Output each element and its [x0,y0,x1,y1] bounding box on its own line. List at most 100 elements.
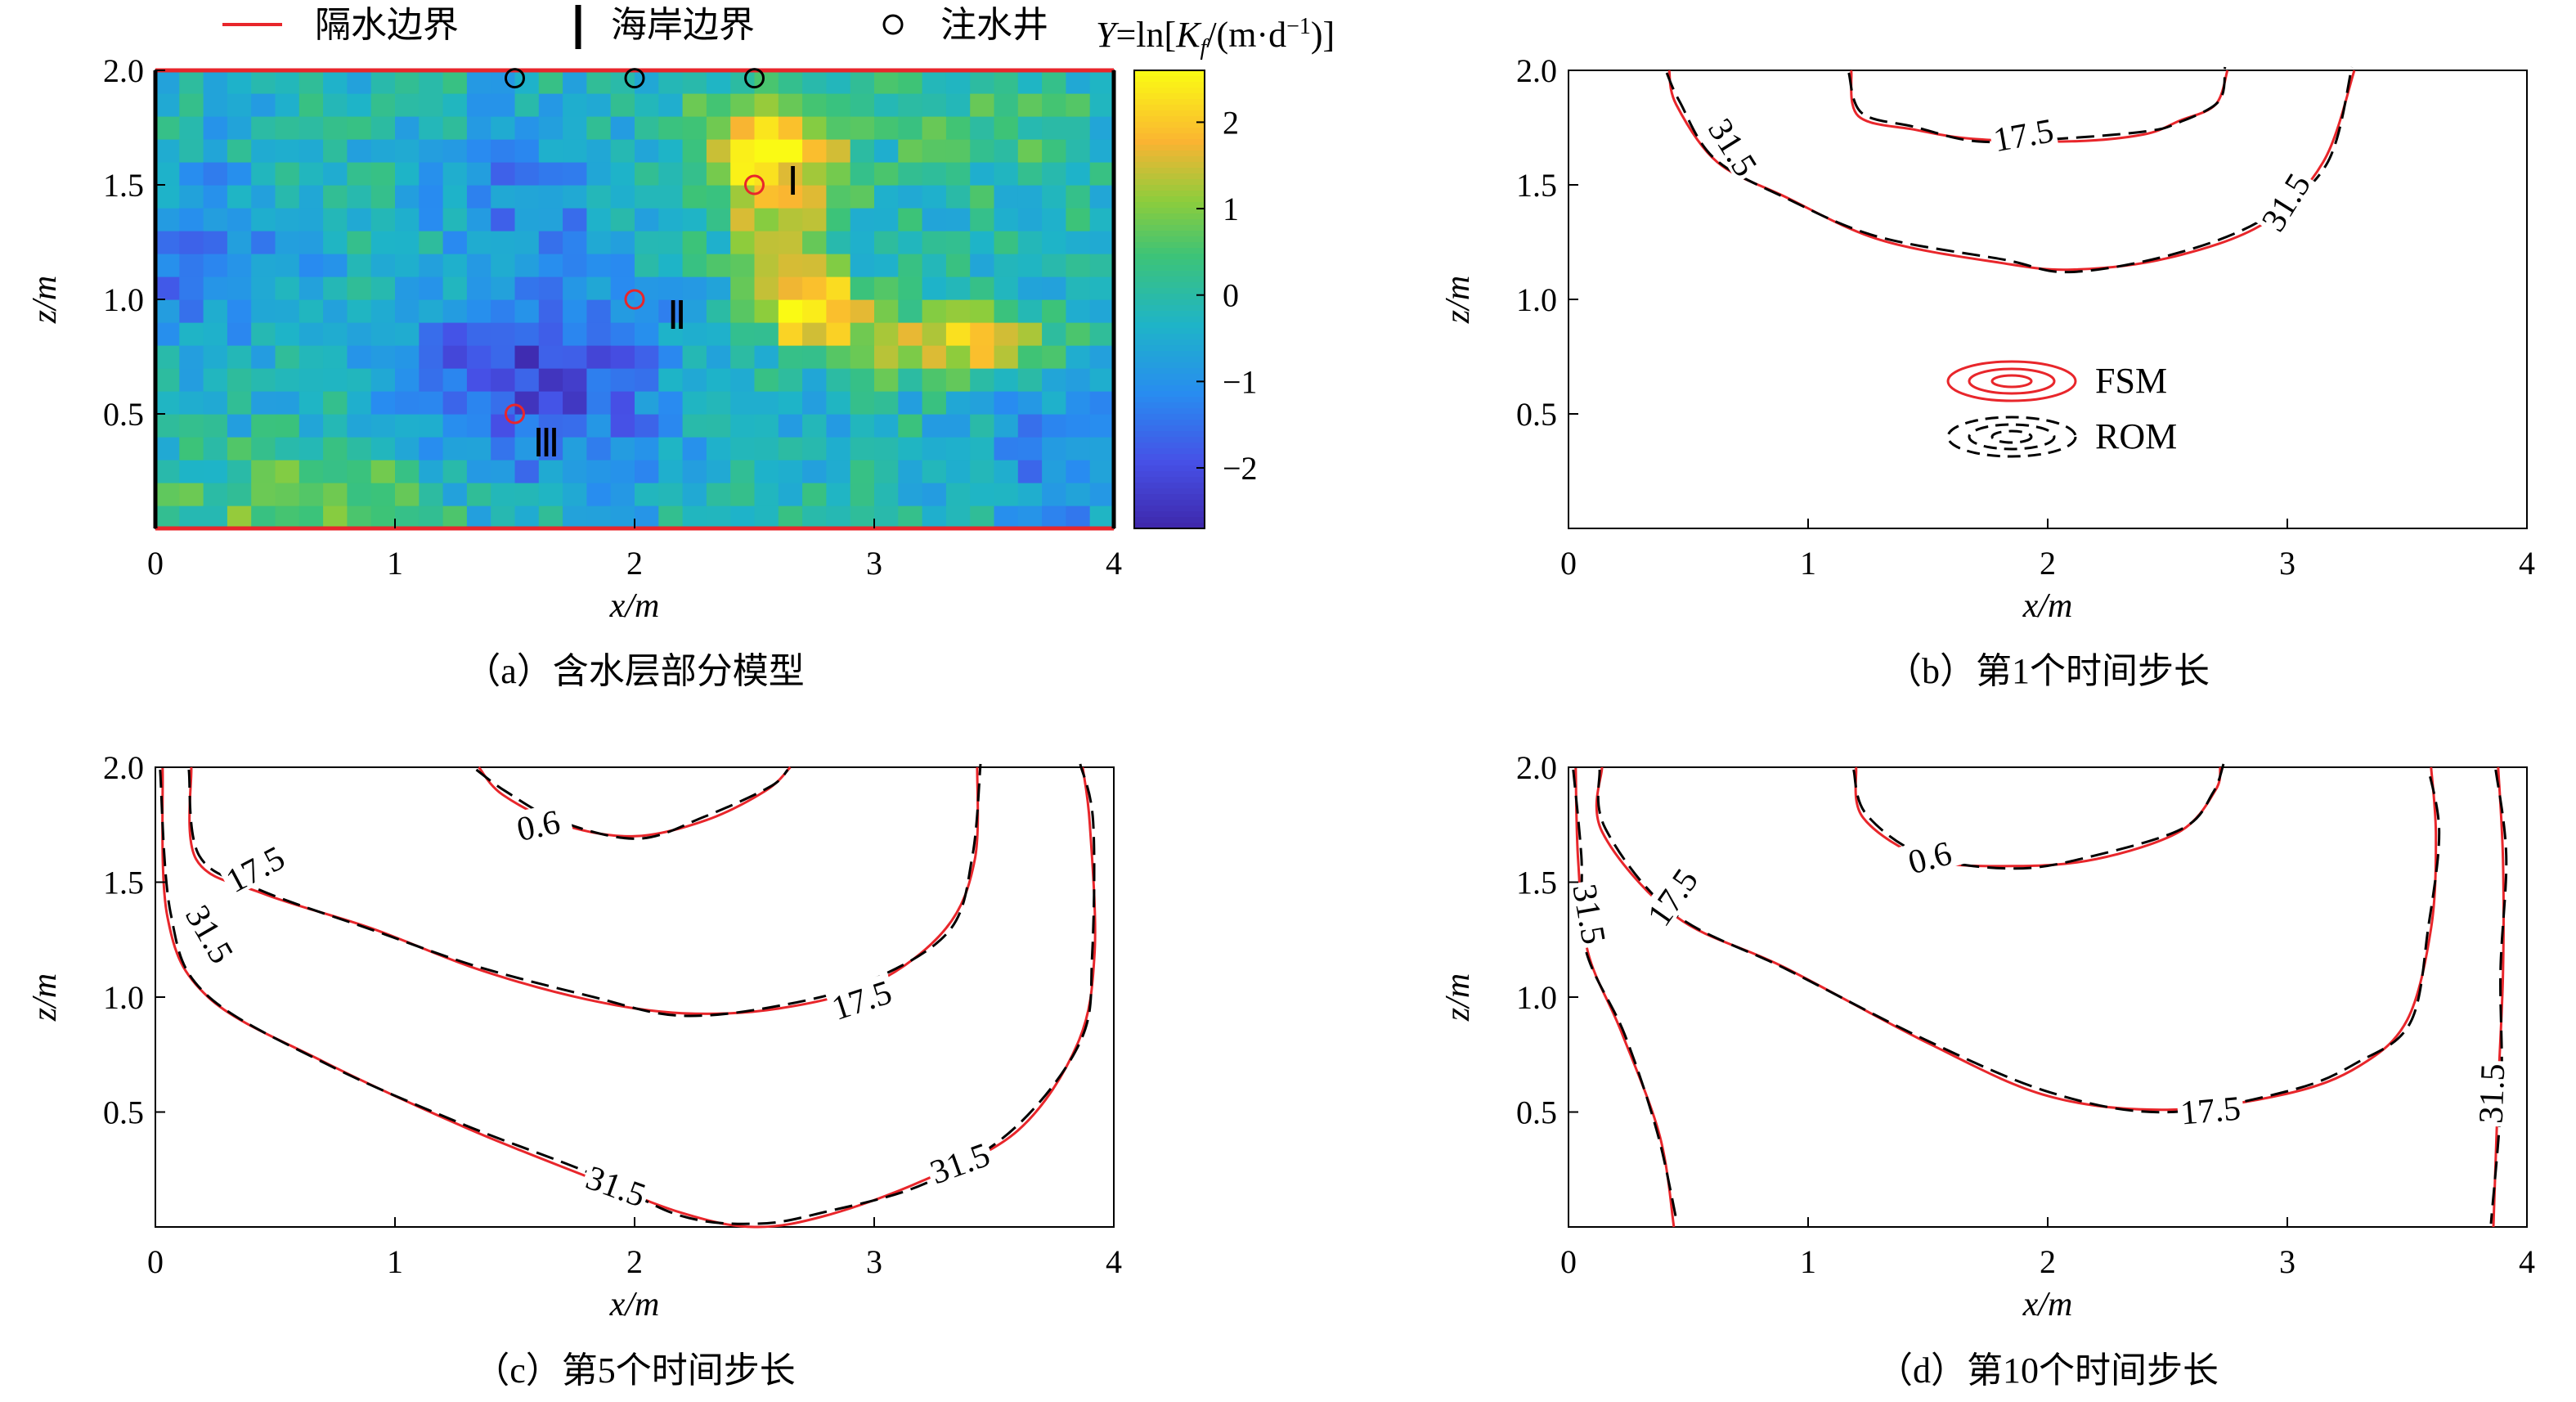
x-tick-label: 1 [387,545,403,582]
heatmap-cell [898,254,923,277]
monitor-point-marker [624,289,645,310]
heatmap-cell [850,139,875,163]
heatmap-cell [155,391,180,415]
heatmap-cell [419,483,444,506]
heatmap-cell [922,185,947,209]
heatmap-cell [1042,231,1066,254]
contour-label: 17.5 [828,973,896,1027]
heatmap-cell [898,437,923,461]
heatmap-cell [298,276,324,300]
heatmap-cell [610,254,635,277]
x-axis-label: x/m [609,587,660,625]
heatmap-cell [874,368,899,392]
panel-caption: （b）第1个时间步长 [1886,651,2210,691]
heatmap-cell [538,139,563,163]
heatmap-cell [251,368,276,392]
heatmap-cell [898,276,923,300]
contour-label-bg [1568,878,1613,950]
heatmap-cell [586,185,612,209]
heatmap-cell [874,139,899,163]
contour-label-bg [180,896,242,970]
contour-label: 31.5 [581,1159,651,1215]
rom-contour-31.5 [159,763,1096,1225]
heatmap-cell [275,299,300,323]
heatmap-cell [251,414,276,438]
heatmap-cell [563,345,587,369]
heatmap-cell [155,460,180,483]
heatmap-cell [706,345,731,369]
heatmap-cell [442,299,468,323]
heatmap-cell [635,414,659,438]
heatmap-cell [730,368,756,392]
heatmap-cell [922,254,947,277]
heatmap-cell [658,437,684,461]
colorbar-segment [1134,231,1205,237]
heatmap-cell [155,506,180,528]
heatmap-cell [1066,162,1091,186]
heatmap-cell [395,414,420,438]
x-tick-label: 2 [626,545,643,582]
heatmap-cell [227,506,252,528]
y-tick-label: 1.5 [103,167,144,204]
heatmap-cell [491,70,516,94]
heatmap-cell [945,391,971,415]
heatmap-cell [514,299,540,323]
heatmap-cell [203,139,228,163]
heatmap-cell [298,460,324,483]
heatmap-cell [275,162,300,186]
heatmap-cell [323,483,348,506]
heatmap-cell [419,70,444,94]
colorbar-segment [1134,265,1205,272]
heatmap-cell [203,185,228,209]
heatmap-cell [491,368,516,392]
colorbar-segment [1134,133,1205,140]
heatmap-cell [491,116,516,140]
heatmap-cell [442,460,468,483]
heatmap-cell [850,437,875,461]
heatmap-cell [323,414,348,438]
heatmap-cell [826,254,851,277]
rom-contour-31.5 [1572,769,1679,1225]
heatmap-cell [275,506,300,528]
heatmap-cell [491,437,516,461]
heatmap-cell [802,70,827,94]
heatmap-cell [945,414,971,438]
heatmap-cell [586,299,612,323]
heatmap-cell [538,254,563,277]
heatmap-cell [778,437,803,461]
heatmap-cell [874,162,899,186]
heatmap-cell [635,460,659,483]
heatmap-cell [922,299,947,323]
colorbar-segment [1134,471,1205,478]
heatmap-cell [994,437,1019,461]
heatmap-cell [802,483,827,506]
heatmap-cell [658,483,684,506]
heatmap-cell [994,391,1019,415]
heatmap-cell [442,185,468,209]
heatmap-cell [826,368,851,392]
heatmap-cell [706,460,731,483]
heatmap-cell [922,70,947,94]
coast-legend-label: 海岸边界 [611,5,755,45]
heatmap-cell [395,70,420,94]
heatmap-cell [1066,437,1091,461]
heatmap-cell [251,299,276,323]
colorbar-segment [1134,105,1205,111]
heatmap-cell [514,185,540,209]
heatmap-cell [347,345,372,369]
heatmap-cell [586,345,612,369]
heatmap-cell [442,437,468,461]
heatmap-cell [898,345,923,369]
heatmap-cell [778,391,803,415]
heatmap-cell [635,322,659,346]
heatmap-cell [395,506,420,528]
heatmap-cell [1089,231,1114,254]
heatmap-cell [179,231,204,254]
rom-legend-swatch [1946,416,2077,458]
heatmap-cell [826,391,851,415]
heatmap-cell [1017,231,1043,254]
heatmap-cell [850,414,875,438]
heatmap-cell [251,231,276,254]
heatmap-cell [850,231,875,254]
heatmap-cell [179,276,204,300]
